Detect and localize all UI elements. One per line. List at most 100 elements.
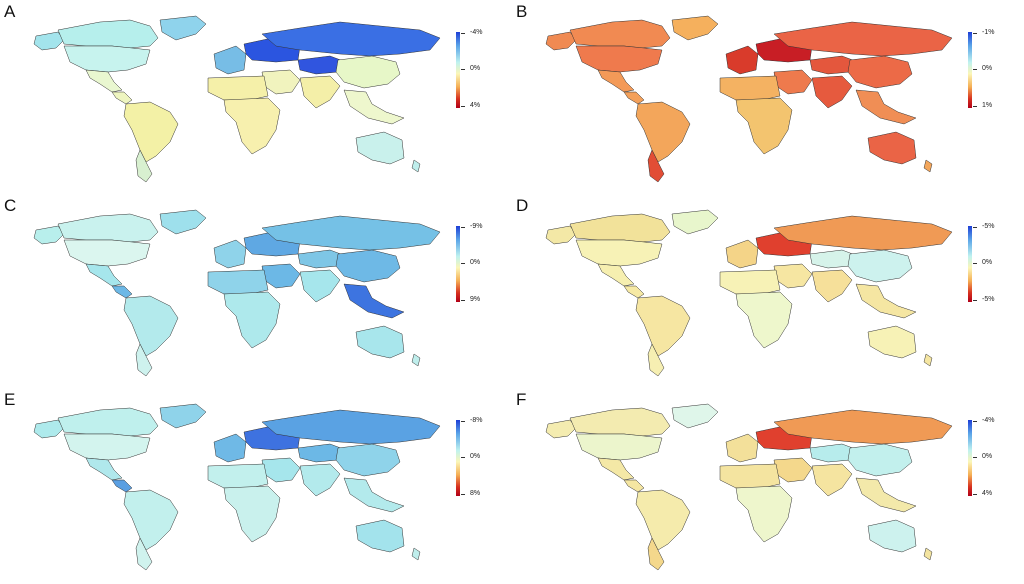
region-mexico (85, 69, 123, 93)
region-alaska (545, 225, 577, 245)
colorbar-tick-label: -4% (470, 29, 483, 36)
colorbar-tick-label: 0% (470, 65, 481, 72)
region-alaska (33, 419, 65, 439)
colorbar-tick (461, 69, 465, 70)
region-middleeast (773, 263, 813, 289)
region-seasia (855, 477, 917, 513)
region-nz (923, 159, 933, 173)
region-centralam (623, 285, 645, 299)
region-mexico (85, 263, 123, 287)
colorbar-tick (461, 421, 465, 422)
region-alaska (33, 225, 65, 245)
world-map (545, 209, 953, 377)
region-seasia (855, 89, 917, 125)
region-southasia (811, 75, 853, 109)
region-westeurope (725, 433, 759, 463)
region-centralam (111, 479, 133, 493)
colorbar-tick-label: 0% (982, 453, 993, 460)
region-canada (57, 213, 159, 243)
colorbar-tick-label: -1% (982, 29, 995, 36)
colorbar-tick (973, 69, 977, 70)
region-northafrica (719, 75, 781, 101)
region-westeurope (213, 45, 247, 75)
panel-letter: B (516, 2, 528, 21)
region-canada (57, 19, 159, 49)
map-panel-f: F -4% 0% 4% (512, 388, 1024, 582)
region-australia (867, 325, 917, 359)
colorbar-tick (461, 494, 465, 495)
region-greenland (159, 15, 207, 41)
region-greenland (671, 403, 719, 429)
colorbar-tick (973, 263, 977, 264)
region-nz (923, 547, 933, 561)
world-map (545, 15, 953, 183)
region-usa (575, 239, 663, 267)
region-mexico (85, 457, 123, 481)
colorbar-tick (461, 263, 465, 264)
region-eastasia (847, 55, 913, 89)
region-southamerica (635, 295, 691, 357)
colorbar-tick (973, 227, 977, 228)
region-southamerica (123, 101, 179, 163)
region-northafrica (719, 463, 781, 489)
region-seasia (343, 89, 405, 125)
colorbar-tick-label: 0% (470, 259, 481, 266)
region-westeurope (213, 239, 247, 269)
colorbar-tick (461, 300, 465, 301)
region-nz (923, 353, 933, 367)
region-alaska (545, 419, 577, 439)
region-greenland (159, 403, 207, 429)
colorbar-tick-label: 4% (470, 102, 481, 109)
colorbar (968, 420, 972, 496)
region-subsahara (223, 291, 281, 349)
region-subsahara (735, 291, 793, 349)
colorbar-tick (973, 494, 977, 495)
colorbar (968, 226, 972, 302)
region-australia (355, 325, 405, 359)
panel-letter: F (516, 390, 527, 409)
colorbar (968, 32, 972, 108)
colorbar-tick (973, 421, 977, 422)
region-subsahara (223, 485, 281, 543)
world-map (33, 403, 441, 571)
region-seasia (343, 477, 405, 513)
region-mexico (597, 69, 635, 93)
colorbar-tick-label: -8% (470, 417, 483, 424)
region-eastasia (847, 443, 913, 477)
region-greenland (159, 209, 207, 235)
region-seasia (855, 283, 917, 319)
colorbar-tick (973, 106, 977, 107)
region-middleeast (773, 457, 813, 483)
region-middleeast (261, 263, 301, 289)
region-southamerica (635, 489, 691, 551)
colorbar (456, 32, 460, 108)
region-southasia (811, 269, 853, 303)
region-eastasia (335, 443, 401, 477)
region-southasia (299, 269, 341, 303)
region-subsahara (735, 97, 793, 155)
world-map (33, 15, 441, 183)
region-westeurope (725, 239, 759, 269)
region-australia (355, 519, 405, 553)
region-subsahara (223, 97, 281, 155)
panel-letter: A (4, 2, 16, 21)
colorbar-tick-label: 9% (470, 296, 481, 303)
region-nz (411, 159, 421, 173)
region-northafrica (207, 269, 269, 295)
region-eastasia (847, 249, 913, 283)
world-map (545, 403, 953, 571)
map-panel-b: B -1% 0% 1% (512, 0, 1024, 194)
map-panel-d: D -5% 0% -5% (512, 194, 1024, 388)
region-subsahara (735, 485, 793, 543)
map-panel-a: A -4% 0% 4% (0, 0, 512, 194)
region-canada (57, 407, 159, 437)
region-southamerica (635, 101, 691, 163)
colorbar-tick-label: 4% (982, 490, 993, 497)
region-centralam (623, 479, 645, 493)
region-usa (575, 45, 663, 73)
region-centralam (111, 285, 133, 299)
colorbar-tick-label: 0% (982, 65, 993, 72)
region-usa (63, 45, 151, 73)
region-australia (355, 131, 405, 165)
region-alaska (545, 31, 577, 51)
